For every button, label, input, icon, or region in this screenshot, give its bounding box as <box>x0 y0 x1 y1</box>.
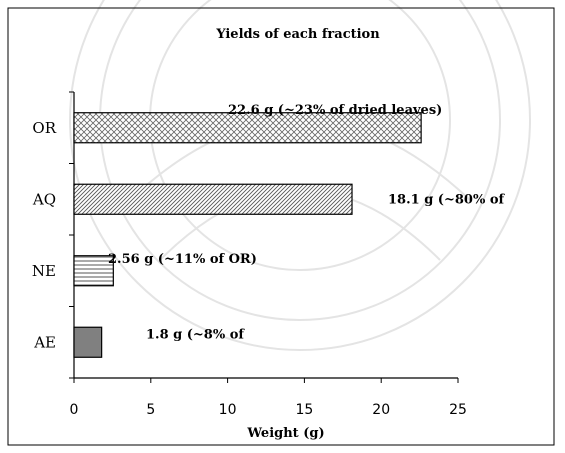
data-label-or: 22.6 g (~23% of dried leaves) <box>228 103 442 118</box>
bar-or <box>73 112 422 144</box>
watermark-seal <box>69 0 531 351</box>
category-label-aq: AQ <box>32 190 56 208</box>
x-tick-label-15: 15 <box>295 402 313 418</box>
y-tick-marks <box>69 91 74 379</box>
bars-group <box>73 112 422 358</box>
x-tick-labels: 0 5 10 15 20 25 <box>70 378 467 418</box>
x-axis-label: Weight (g) <box>246 426 324 441</box>
x-tick-label-5: 5 <box>146 402 155 418</box>
category-label-ne: NE <box>32 262 56 280</box>
figure-frame <box>7 7 555 446</box>
bar-aq <box>73 183 353 215</box>
bar-ae <box>73 326 103 358</box>
data-labels: 22.6 g (~23% of dried leaves) 18.1 g (~80… <box>108 103 505 343</box>
x-tick-label-10: 10 <box>219 402 237 418</box>
x-tick-label-0: 0 <box>70 402 79 418</box>
chart-title: Yields of each fraction <box>215 27 380 42</box>
data-label-ae: 1.8 g (~8% of <box>146 327 245 342</box>
data-label-aq: 18.1 g (~80% of <box>388 192 505 207</box>
category-label-ae: AE <box>33 333 56 351</box>
x-tick-label-25: 25 <box>449 402 467 418</box>
category-label-or: OR <box>32 119 56 137</box>
data-label-ne: 2.56 g (~11% of OR) <box>108 252 257 267</box>
bar-ne <box>73 255 114 287</box>
category-labels: OR AQ NE AE <box>32 119 57 352</box>
x-tick-label-20: 20 <box>372 402 390 418</box>
